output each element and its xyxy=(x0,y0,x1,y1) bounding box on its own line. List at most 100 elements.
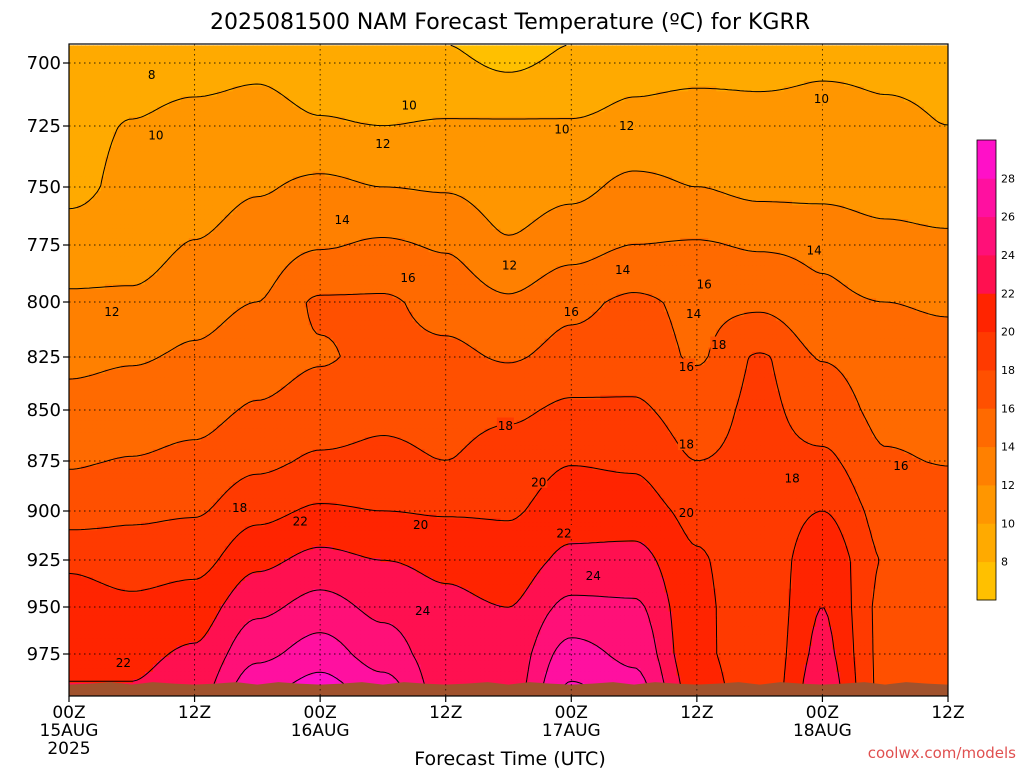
field-cell xyxy=(892,56,897,62)
field-cell xyxy=(129,122,134,128)
field-cell xyxy=(616,50,621,56)
field-cell xyxy=(461,91,466,97)
field-cell xyxy=(656,76,661,82)
field-cell xyxy=(740,117,745,123)
field-cell xyxy=(333,76,338,82)
field-cell xyxy=(592,66,597,72)
field-cell xyxy=(564,76,569,82)
field-cell xyxy=(656,61,661,67)
field-cell xyxy=(632,76,637,82)
field-cell xyxy=(604,112,609,118)
field-cell xyxy=(580,45,585,51)
field-cell xyxy=(680,81,685,87)
field-cell xyxy=(441,45,446,51)
field-cell xyxy=(796,86,801,92)
field-cell xyxy=(588,107,593,113)
field-cell xyxy=(728,96,733,102)
field-cell xyxy=(401,50,406,56)
field-cell xyxy=(880,107,885,113)
field-cell xyxy=(433,91,438,97)
field-cell xyxy=(520,91,525,97)
field-cell xyxy=(249,45,254,51)
field-cell xyxy=(592,56,597,62)
field-cell xyxy=(177,76,182,82)
field-cell xyxy=(85,61,90,67)
field-cell xyxy=(744,66,749,72)
field-cell xyxy=(297,91,302,97)
field-cell xyxy=(720,76,725,82)
field-cell xyxy=(157,45,162,51)
field-cell xyxy=(205,127,210,133)
field-cell xyxy=(329,122,334,128)
field-cell xyxy=(572,66,577,72)
field-cell xyxy=(129,91,134,97)
field-cell xyxy=(385,61,390,67)
field-cell xyxy=(429,91,434,97)
field-cell xyxy=(321,56,326,62)
field-cell xyxy=(213,112,218,118)
field-cell xyxy=(385,91,390,97)
field-cell xyxy=(81,96,86,102)
field-cell xyxy=(800,66,805,72)
field-cell xyxy=(900,66,905,72)
field-cell xyxy=(505,76,510,82)
field-cell xyxy=(648,107,653,113)
field-cell xyxy=(233,81,238,87)
field-cell xyxy=(920,76,925,82)
field-cell xyxy=(245,56,250,62)
field-cell xyxy=(900,71,905,77)
field-cell xyxy=(748,50,753,56)
field-cell xyxy=(804,107,809,113)
field-cell xyxy=(189,66,194,72)
field-cell xyxy=(724,91,729,97)
field-cell xyxy=(225,107,230,113)
field-cell xyxy=(748,56,753,62)
field-cell xyxy=(381,107,386,113)
field-cell xyxy=(425,86,430,92)
field-cell xyxy=(417,76,422,82)
field-cell xyxy=(908,50,913,56)
field-cell xyxy=(109,107,114,113)
field-cell xyxy=(185,56,190,62)
field-cell xyxy=(892,96,897,102)
field-cell xyxy=(660,96,665,102)
field-cell xyxy=(337,112,342,118)
field-cell xyxy=(405,71,410,77)
field-cell xyxy=(856,117,861,123)
field-cell xyxy=(301,71,306,77)
field-cell xyxy=(940,61,945,67)
field-cell xyxy=(568,45,573,51)
field-cell xyxy=(337,71,342,77)
field-cell xyxy=(145,86,150,92)
field-cell xyxy=(69,50,74,56)
field-cell xyxy=(644,96,649,102)
field-cell xyxy=(908,56,913,62)
field-cell xyxy=(201,86,206,92)
field-cell xyxy=(377,112,382,118)
field-cell xyxy=(804,112,809,118)
field-cell xyxy=(660,112,665,118)
field-cell xyxy=(588,102,593,108)
field-cell xyxy=(401,122,406,128)
field-cell xyxy=(161,50,166,56)
field-cell xyxy=(333,107,338,113)
field-cell xyxy=(876,61,881,67)
field-cell xyxy=(640,76,645,82)
field-cell xyxy=(133,66,138,72)
field-cell xyxy=(413,56,418,62)
field-cell xyxy=(792,66,797,72)
field-cell xyxy=(501,86,506,92)
field-cell xyxy=(193,81,198,87)
field-cell xyxy=(133,107,138,113)
field-cell xyxy=(928,107,933,113)
field-cell xyxy=(768,76,773,82)
field-cell xyxy=(317,122,322,128)
field-cell xyxy=(940,81,945,87)
field-cell xyxy=(425,50,430,56)
field-cell xyxy=(357,61,362,67)
field-cell xyxy=(265,50,270,56)
field-cell xyxy=(221,122,226,128)
field-cell xyxy=(449,91,454,97)
field-cell xyxy=(269,96,274,102)
field-cell xyxy=(832,71,837,77)
